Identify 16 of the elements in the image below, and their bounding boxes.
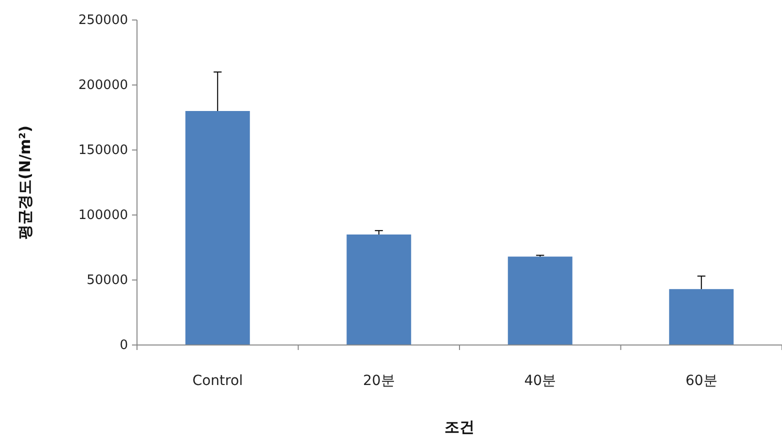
bar bbox=[185, 111, 250, 345]
x-tick-label: 60분 bbox=[685, 373, 718, 389]
y-tick-label: 250000 bbox=[78, 13, 128, 28]
x-tick-label: Control bbox=[192, 373, 243, 389]
y-axis-title: 평균경도(N/m²) bbox=[16, 126, 34, 240]
x-axis-title: 조건 bbox=[444, 418, 474, 436]
y-tick-label: 0 bbox=[120, 338, 128, 353]
y-tick-label: 100000 bbox=[78, 208, 128, 223]
bar bbox=[508, 256, 572, 345]
y-tick-label: 200000 bbox=[78, 78, 128, 93]
y-tick-label: 50000 bbox=[86, 273, 128, 288]
x-tick-label: 40분 bbox=[524, 373, 556, 389]
bar bbox=[346, 234, 412, 345]
bar bbox=[669, 289, 734, 345]
x-tick-label: 20분 bbox=[362, 373, 395, 389]
y-tick-label: 150000 bbox=[78, 143, 128, 158]
